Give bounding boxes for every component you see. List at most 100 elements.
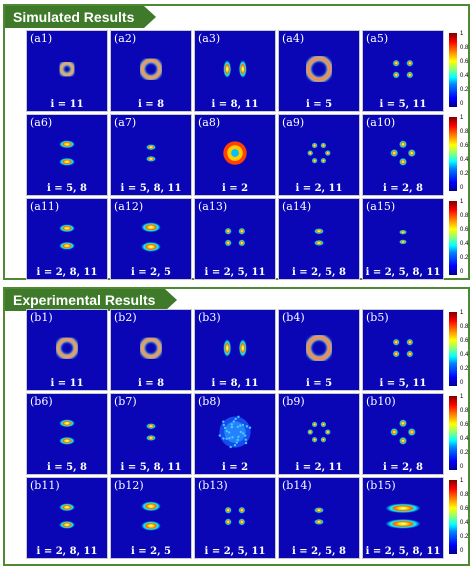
panel-row: (a6) i = 5, 8 (a7) i = 5, 8, 11 (a8) i = 2 (a9… <box>26 114 446 196</box>
index-label: i = 2, 5, 8, 11 <box>365 267 441 278</box>
intensity-pattern <box>307 421 331 443</box>
intensity-pattern <box>218 415 252 449</box>
colorbar-tick-label: 0.8 <box>460 213 469 219</box>
colorbar-tick-label: 0.8 <box>460 45 469 51</box>
intensity-pattern <box>314 507 324 525</box>
panel-label: (b4) <box>282 311 305 324</box>
panel-label: (b1) <box>30 311 53 324</box>
panel-label: (a10) <box>366 116 396 129</box>
intensity-pattern <box>59 140 75 166</box>
intensity-panel: (b7) i = 5, 8, 11 <box>110 393 192 475</box>
intensity-panel: (b1) i = 11 <box>26 309 108 391</box>
colorbar-tick-label: 0.4 <box>460 241 469 247</box>
panel-label: (a8) <box>198 116 221 129</box>
panel-label: (a3) <box>198 32 221 45</box>
panel-label: (a15) <box>366 200 396 213</box>
intensity-panel: (a1) i = 11 <box>26 30 108 112</box>
intensity-pattern <box>390 140 416 166</box>
index-label: i = 8, 11 <box>211 378 259 389</box>
index-label: i = 5, 8 <box>46 462 88 473</box>
panel-label: (b7) <box>114 395 137 408</box>
colorbar: 1 0.8 0.6 0.4 0.2 0 <box>449 478 468 554</box>
panel-label: (a11) <box>30 200 60 213</box>
panel-label: (a12) <box>114 200 144 213</box>
intensity-panel: (b3) i = 8, 11 <box>194 309 276 391</box>
colorbar-tick-label: 0 <box>460 185 464 191</box>
panel-label: (b3) <box>198 311 221 324</box>
colorbar-tick-label: 0.4 <box>460 157 469 163</box>
intensity-pattern <box>139 336 163 360</box>
intensity-pattern <box>392 59 414 79</box>
colorbar-tick-label: 0.2 <box>460 255 469 261</box>
intensity-pattern <box>55 336 79 360</box>
intensity-pattern <box>224 227 246 247</box>
colorbar-tick-label: 0.6 <box>460 59 469 65</box>
index-label: i = 5 <box>305 99 333 110</box>
panel-label: (b11) <box>30 479 60 492</box>
index-label: i = 2, 5, 8 <box>292 546 346 557</box>
intensity-pattern <box>392 338 414 358</box>
intensity-panel: (b8) i = 2 <box>194 393 276 475</box>
colorbar-tick-label: 0.6 <box>460 143 469 149</box>
intensity-pattern <box>390 419 416 445</box>
index-label: i = 2, 5, 11 <box>204 546 266 557</box>
colorbar-tick-label: 0.6 <box>460 227 469 233</box>
intensity-pattern <box>59 224 75 250</box>
colorbar-tick-label: 0.2 <box>460 534 469 540</box>
index-label: i = 2, 5, 8, 11 <box>365 546 441 557</box>
panel-label: (b6) <box>30 395 53 408</box>
panel-label: (b10) <box>366 395 396 408</box>
intensity-panel: (b11) i = 2, 8, 11 <box>26 477 108 559</box>
colorbar-tick-label: 1 <box>460 394 464 400</box>
intensity-panel: (a4) i = 5 <box>278 30 360 112</box>
colorbar: 1 0.8 0.6 0.4 0.2 0 <box>449 115 468 191</box>
intensity-pattern <box>385 503 421 529</box>
index-label: i = 2, 5, 11 <box>204 267 266 278</box>
colorbar: 1 0.8 0.6 0.4 0.2 0 <box>449 394 468 470</box>
intensity-pattern <box>146 423 156 441</box>
intensity-panel: (a2) i = 8 <box>110 30 192 112</box>
colorbar-tick-label: 0.2 <box>460 450 469 456</box>
intensity-panel: (a5) i = 5, 11 <box>362 30 444 112</box>
intensity-pattern <box>139 57 163 81</box>
colorbar-tick-label: 0 <box>460 464 464 470</box>
colorbar-tick-label: 0.8 <box>460 492 469 498</box>
intensity-pattern <box>223 141 247 165</box>
colorbar-tick-label: 0.4 <box>460 436 469 442</box>
index-label: i = 5, 11 <box>379 378 427 389</box>
colorbar-tick-label: 0.2 <box>460 366 469 372</box>
intensity-panel: (b10) i = 2, 8 <box>362 393 444 475</box>
intensity-panel: (a9) i = 2, 11 <box>278 114 360 196</box>
panel-label: (b15) <box>366 479 396 492</box>
index-label: i = 2, 8 <box>382 183 424 194</box>
colorbar-tick-label: 0.4 <box>460 352 469 358</box>
panel-label: (b14) <box>282 479 312 492</box>
intensity-panel: (b14) i = 2, 5, 8 <box>278 477 360 559</box>
panel-label: (b8) <box>198 395 221 408</box>
colorbar-tick-label: 1 <box>460 199 464 205</box>
intensity-pattern <box>307 142 331 164</box>
intensity-panel: (a14) i = 2, 5, 8 <box>278 198 360 280</box>
index-label: i = 8 <box>137 378 165 389</box>
section-title: Experimental Results <box>5 289 178 311</box>
index-label: i = 11 <box>50 378 84 389</box>
panel-row: (b1) i = 11 (b2) i = 8 (b3) i = 8, 11 (b4) i = … <box>26 309 446 391</box>
colorbar: 1 0.8 0.6 0.4 0.2 0 <box>449 31 468 107</box>
index-label: i = 2, 11 <box>295 462 343 473</box>
colorbar-tick-label: 1 <box>460 31 464 37</box>
intensity-pattern <box>141 222 161 252</box>
colorbar-tick-label: 0.2 <box>460 171 469 177</box>
panel-row: (a11) i = 2, 8, 11 (a12) i = 2, 5 (a13) i = 2… <box>26 198 446 280</box>
experimental-results-section: Experimental Results (b1) i = 11 (b2) i = 8… <box>3 287 470 566</box>
colorbar-tick-label: 0 <box>460 269 464 275</box>
intensity-panel: (a11) i = 2, 8, 11 <box>26 198 108 280</box>
panel-label: (a9) <box>282 116 305 129</box>
index-label: i = 8, 11 <box>211 99 259 110</box>
intensity-panel: (a7) i = 5, 8, 11 <box>110 114 192 196</box>
colorbar-tick-label: 0.6 <box>460 506 469 512</box>
colorbar-tick-label: 0.8 <box>460 408 469 414</box>
colorbar-tick-label: 0.4 <box>460 520 469 526</box>
intensity-panel: (a8) i = 2 <box>194 114 276 196</box>
panel-label: (a6) <box>30 116 53 129</box>
index-label: i = 5, 8, 11 <box>120 183 182 194</box>
